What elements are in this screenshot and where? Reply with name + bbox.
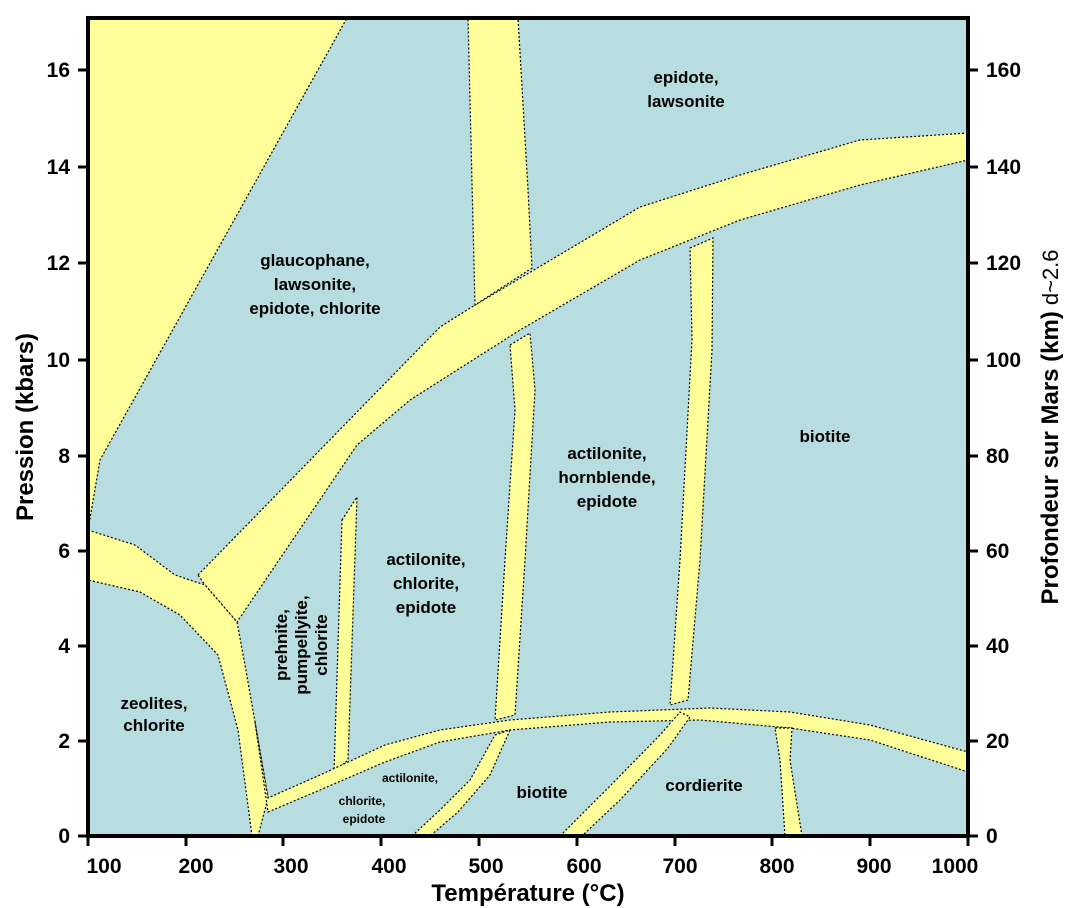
zone-glaucophane-line1: glaucophane, bbox=[260, 251, 370, 270]
zone-prehnite-line3: chlorite bbox=[312, 614, 331, 675]
zone-actilonite-chlorite-line2: chlorite, bbox=[393, 574, 459, 593]
band-left-curved bbox=[87, 529, 269, 837]
zone-zeolites-line2: chlorite bbox=[123, 716, 184, 735]
y-left-tick-label: 2 bbox=[58, 730, 70, 753]
y-right-tick-label: 100 bbox=[986, 349, 1021, 372]
x-axis: 100 200 300 400 500 600 700 800 900 1000… bbox=[86, 836, 978, 907]
y-left-tick-label: 16 bbox=[47, 59, 70, 82]
band-vertical-790 bbox=[774, 727, 803, 837]
zone-actilonite-hornblende-line1: actilonite, bbox=[567, 444, 646, 463]
y-left-tick-label: 8 bbox=[58, 445, 70, 468]
x-tick-label: 700 bbox=[662, 855, 697, 878]
zone-actilonite-hornblende-line2: hornblende, bbox=[558, 468, 655, 487]
zone-epidote-lawsonite-line2: lawsonite bbox=[647, 92, 724, 111]
y-right-tick-label: 80 bbox=[986, 445, 1009, 468]
plot-frame bbox=[86, 16, 970, 838]
x-tick-label: 1000 bbox=[932, 855, 979, 878]
y-right-tick-label: 40 bbox=[986, 635, 1009, 658]
zone-labels: zeolites, chlorite prehnite, pumpellyite… bbox=[120, 68, 850, 826]
x-tick-label: 600 bbox=[566, 855, 601, 878]
y-axis-right: 0 20 40 60 80 100 120 140 160 Profondeur… bbox=[968, 59, 1064, 848]
y-right-tick-label: 160 bbox=[986, 59, 1021, 82]
y-right-axis-title-main: Profondeur sur Mars (km) bbox=[1037, 311, 1064, 604]
facies-boundaries bbox=[87, 17, 969, 837]
x-tick-label: 100 bbox=[86, 855, 121, 878]
x-tick-label: 200 bbox=[178, 855, 213, 878]
zone-epidote-lawsonite-line1: epidote, bbox=[653, 68, 718, 87]
band-oblique-2 bbox=[558, 711, 691, 837]
zone-actilonite-chlorite-line1: actilonite, bbox=[386, 550, 465, 569]
y-right-tick-label: 60 bbox=[986, 540, 1009, 563]
zone-prehnite-line2: pumpellyite, bbox=[292, 595, 311, 694]
x-tick-label: 900 bbox=[856, 855, 891, 878]
x-tick-label: 800 bbox=[759, 855, 794, 878]
y-left-tick-label: 4 bbox=[58, 635, 70, 658]
x-tick-label: 300 bbox=[273, 855, 308, 878]
y-right-tick-label: 20 bbox=[986, 730, 1009, 753]
y-left-tick-label: 12 bbox=[47, 252, 70, 275]
y-left-axis-title: Pression (kbars) bbox=[12, 333, 39, 521]
band-low-horizontal bbox=[254, 707, 969, 813]
zone-actilonite-low-line2: chlorite, bbox=[339, 794, 386, 808]
zone-prehnite: prehnite, pumpellyite, chlorite bbox=[272, 595, 331, 694]
y-right-axis-title-suffix: d~2.6 bbox=[1038, 249, 1063, 305]
y-right-tick-label: 140 bbox=[986, 156, 1021, 179]
x-tick-label: 400 bbox=[371, 855, 406, 878]
y-left-tick-label: 14 bbox=[47, 156, 71, 179]
zone-glaucophane-line2: lawsonite, bbox=[274, 275, 356, 294]
y-right-axis-title: Profondeur sur Mars (km) d~2.6 bbox=[1037, 249, 1064, 604]
zone-biotite-high: biotite bbox=[800, 427, 851, 446]
zone-prehnite-line1: prehnite, bbox=[272, 609, 291, 681]
y-right-tick-label: 0 bbox=[986, 825, 998, 848]
band-oblique-1 bbox=[410, 729, 512, 837]
band-prehnite-right bbox=[333, 494, 358, 774]
zone-cordierite: cordierite bbox=[665, 776, 742, 795]
zone-actilonite-low-line1: actilonite, bbox=[382, 771, 438, 785]
y-axis-left: 0 2 4 6 8 10 12 14 16 Pression (kbars) bbox=[12, 59, 88, 848]
zone-actilonite-low-line3: epidote bbox=[343, 812, 386, 826]
y-left-tick-label: 0 bbox=[58, 825, 70, 848]
zone-biotite-low: biotite bbox=[517, 783, 568, 802]
zone-glaucophane-line3: epidote, chlorite bbox=[249, 299, 380, 318]
y-left-tick-label: 10 bbox=[47, 349, 70, 372]
x-tick-label: 500 bbox=[468, 855, 503, 878]
band-vertical-700 bbox=[669, 237, 714, 706]
zone-actilonite-hornblende-line3: epidote bbox=[577, 492, 637, 511]
zone-zeolites-line1: zeolites, bbox=[120, 694, 187, 713]
x-axis-title: Température (°C) bbox=[431, 880, 624, 907]
band-vertical-510 bbox=[494, 331, 536, 721]
y-right-tick-label: 120 bbox=[986, 252, 1021, 275]
zone-actilonite-chlorite-line3: epidote bbox=[396, 598, 456, 617]
y-left-tick-label: 6 bbox=[58, 540, 70, 563]
